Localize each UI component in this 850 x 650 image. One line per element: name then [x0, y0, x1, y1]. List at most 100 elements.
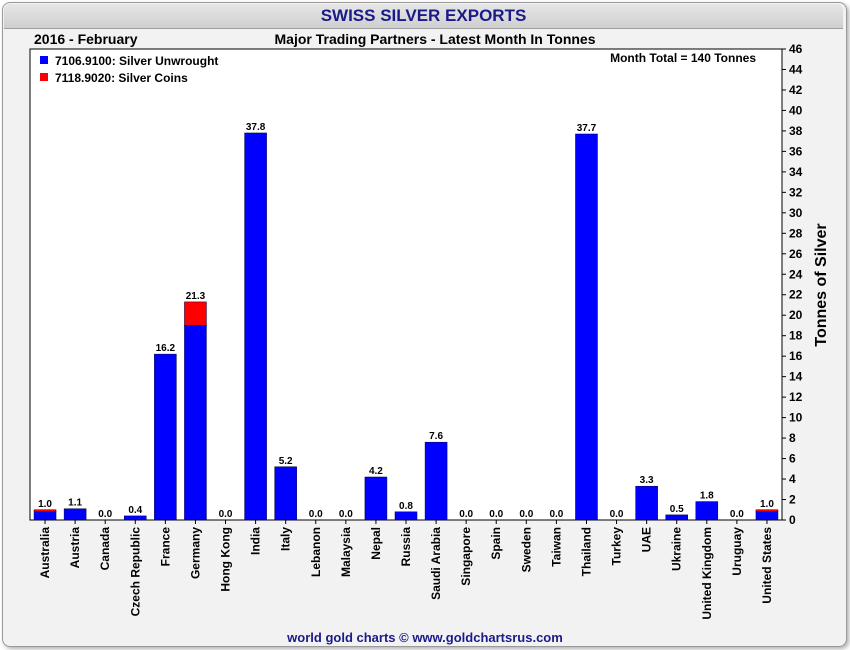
data-label-11: 4.2 [369, 466, 383, 477]
period-label: 2016 - February [34, 31, 138, 47]
x-tick-label-23: Uruguay [730, 527, 744, 576]
x-axis: Australia Austria Canada Czech Republic Fran… [38, 520, 774, 620]
bar-segment-unwrought-18 [575, 133, 598, 521]
x-tick-label-16: Sweden [519, 527, 533, 572]
bar-segment-unwrought-4 [154, 353, 177, 521]
bar-segment-coins-24 [755, 509, 779, 513]
data-label-4: 16.2 [156, 343, 176, 354]
y-tick-label-6: 6 [789, 452, 796, 466]
x-tick-label-9: Lebanon [309, 527, 323, 577]
y-axis-label: Tonnes of Silver [813, 223, 830, 346]
y-tick-label-14: 14 [789, 370, 803, 384]
data-label-7: 37.8 [246, 122, 266, 133]
bar-segment-unwrought-11 [364, 476, 388, 521]
y-tick-label-12: 12 [789, 390, 803, 404]
y-tick-label-8: 8 [789, 431, 796, 445]
value-labels-group: 1.0 1.1 0.0 0.4 16.2 21.3 0.0 37.8 5.2 0.0 0.0 4.2 0… [38, 122, 774, 520]
y-tick-label-46: 46 [789, 42, 803, 56]
x-tick-label-5: Germany [188, 527, 202, 579]
y-tick-label-20: 20 [789, 308, 803, 322]
y-tick-label-4: 4 [789, 472, 796, 486]
y-tick-label-42: 42 [789, 83, 803, 97]
month-total-note: Month Total = 140 Tonnes [610, 51, 756, 65]
y-tick-label-28: 28 [789, 226, 803, 240]
data-label-22: 1.8 [700, 491, 714, 502]
y-tick-label-40: 40 [789, 103, 803, 117]
x-tick-label-8: Italy [279, 527, 293, 551]
data-label-8: 5.2 [279, 456, 293, 467]
y-axis: 0246810121416182022242628303234363840424… [782, 42, 803, 527]
legend-label-unwrought: 7106.9100: Silver Unwrought [55, 54, 218, 68]
data-label-13: 7.6 [429, 431, 443, 442]
chart-subtitle: Major Trading Partners - Latest Month In… [274, 31, 596, 47]
y-tick-label-30: 30 [789, 206, 803, 220]
data-label-2: 0.0 [98, 509, 112, 520]
y-tick-label-18: 18 [789, 329, 803, 343]
y-tick-label-0: 0 [789, 513, 796, 527]
x-tick-label-15: Spain [489, 527, 503, 560]
data-label-1: 1.1 [68, 498, 82, 509]
y-tick-label-26: 26 [789, 247, 803, 261]
y-tick-label-32: 32 [789, 185, 803, 199]
bar-segment-unwrought-13 [424, 441, 448, 521]
bar-segment-unwrought-22 [695, 501, 719, 521]
x-tick-label-11: Nepal [369, 527, 383, 560]
x-tick-label-10: Malaysia [339, 527, 353, 577]
y-tick-label-44: 44 [789, 62, 803, 76]
bar-segment-unwrought-20 [635, 485, 658, 521]
data-label-20: 3.3 [640, 475, 654, 486]
legend-swatch-coins [40, 73, 48, 81]
y-tick-label-16: 16 [789, 349, 803, 363]
x-tick-label-6: Hong Kong [219, 527, 233, 592]
bars-group [33, 132, 779, 521]
bar-segment-unwrought-12 [394, 511, 418, 521]
data-label-10: 0.0 [339, 509, 353, 520]
y-tick-label-38: 38 [789, 124, 803, 138]
x-tick-label-3: Czech Republic [128, 527, 142, 617]
x-tick-label-20: UAE [640, 527, 654, 552]
x-tick-label-1: Austria [68, 527, 82, 569]
x-tick-label-24: United States [760, 527, 774, 604]
legend: 7106.9100: Silver Unwrought 7118.9020: S… [40, 54, 218, 85]
x-tick-label-21: Ukraine [670, 527, 684, 571]
y-tick-label-36: 36 [789, 144, 803, 158]
x-tick-label-7: India [249, 527, 263, 555]
x-tick-label-17: Taiwan [549, 527, 563, 567]
data-label-15: 0.0 [489, 509, 503, 520]
y-tick-label-2: 2 [789, 493, 796, 507]
legend-swatch-unwrought [40, 56, 48, 64]
bar-segment-unwrought-3 [124, 515, 147, 521]
data-label-0: 1.0 [38, 499, 52, 510]
data-label-6: 0.0 [219, 509, 233, 520]
bar-segment-unwrought-0 [33, 511, 57, 521]
x-tick-label-0: Australia [38, 527, 52, 579]
data-label-12: 0.8 [399, 501, 413, 512]
data-label-9: 0.0 [309, 509, 323, 520]
chart-title: SWISS SILVER EXPORTS [4, 4, 843, 29]
data-label-16: 0.0 [519, 509, 533, 520]
data-label-5: 21.3 [186, 291, 206, 302]
data-label-24: 1.0 [760, 499, 774, 510]
data-label-21: 0.5 [670, 504, 684, 515]
bar-segment-unwrought-8 [274, 466, 297, 521]
bar-segment-unwrought-24 [755, 511, 779, 521]
y-tick-label-24: 24 [789, 267, 803, 281]
x-tick-label-2: Canada [98, 527, 112, 571]
x-tick-label-18: Thailand [579, 527, 593, 576]
data-label-18: 37.7 [577, 123, 597, 134]
x-tick-label-19: Turkey [610, 527, 624, 566]
data-label-17: 0.0 [549, 509, 563, 520]
bar-segment-coins-5 [184, 301, 207, 326]
footer-credit: world gold charts © www.goldchartsrus.co… [287, 630, 563, 645]
y-tick-label-34: 34 [789, 165, 803, 179]
bar-segment-coins-0 [33, 509, 57, 513]
plot-area [29, 48, 783, 521]
data-label-14: 0.0 [459, 509, 473, 520]
bar-segment-unwrought-7 [244, 132, 267, 521]
bar-segment-unwrought-5 [184, 325, 207, 521]
y-tick-label-22: 22 [789, 288, 803, 302]
x-tick-label-22: United Kingdom [700, 527, 714, 620]
bar-segment-unwrought-1 [63, 508, 87, 521]
x-tick-label-4: France [158, 527, 172, 567]
